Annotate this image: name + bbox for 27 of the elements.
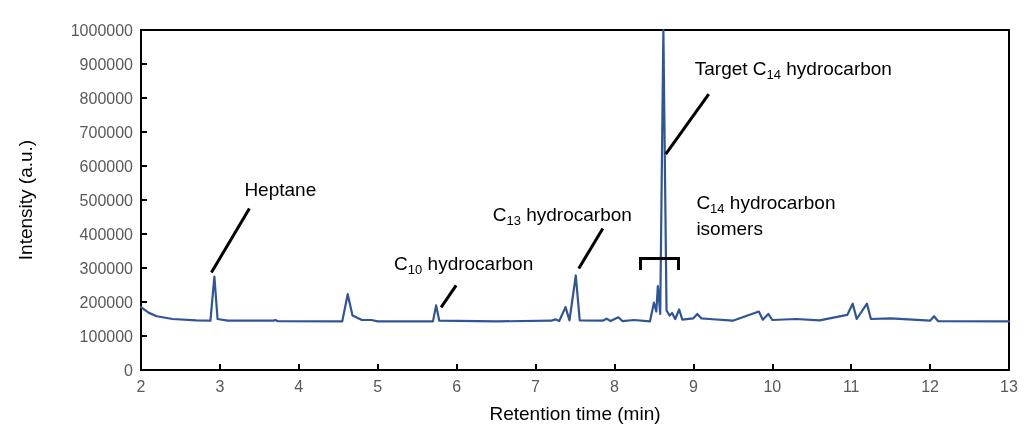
x-tick-label: 13 <box>1000 377 1018 395</box>
x-tick-label: 6 <box>452 377 462 395</box>
y-tick-label: 200000 <box>79 293 134 311</box>
y-tick-label: 100000 <box>79 327 134 345</box>
x-tick-label: 7 <box>531 377 541 395</box>
x-tick-label: 2 <box>136 377 146 395</box>
y-tick-label: 400000 <box>79 225 134 243</box>
y-tick-label: 600000 <box>79 157 134 175</box>
x-tick-label: 12 <box>921 377 940 395</box>
y-tick-label: 800000 <box>79 89 134 107</box>
x-tick-label: 8 <box>610 377 619 395</box>
annotation: Heptane <box>244 179 317 200</box>
line-series <box>139 28 1011 323</box>
x-tick-label: 10 <box>763 377 782 395</box>
y-tick-label: 0 <box>124 361 134 379</box>
x-tick-label: 11 <box>842 377 860 395</box>
y-tick-label: 500000 <box>79 191 134 209</box>
x-axis-title: Retention time (min) <box>489 403 661 424</box>
x-tick-label: 4 <box>294 377 304 395</box>
y-tick-label: 900000 <box>79 55 134 73</box>
y-tick-label: 1000000 <box>70 21 134 39</box>
x-tick-label: 9 <box>688 377 698 395</box>
y-tick-label: 700000 <box>79 123 134 141</box>
y-tick-label: 300000 <box>79 259 134 277</box>
y-axis-title: Intensity (a.u.) <box>15 139 36 261</box>
x-tick-label: 3 <box>215 377 225 395</box>
x-tick-label: 5 <box>373 377 383 395</box>
